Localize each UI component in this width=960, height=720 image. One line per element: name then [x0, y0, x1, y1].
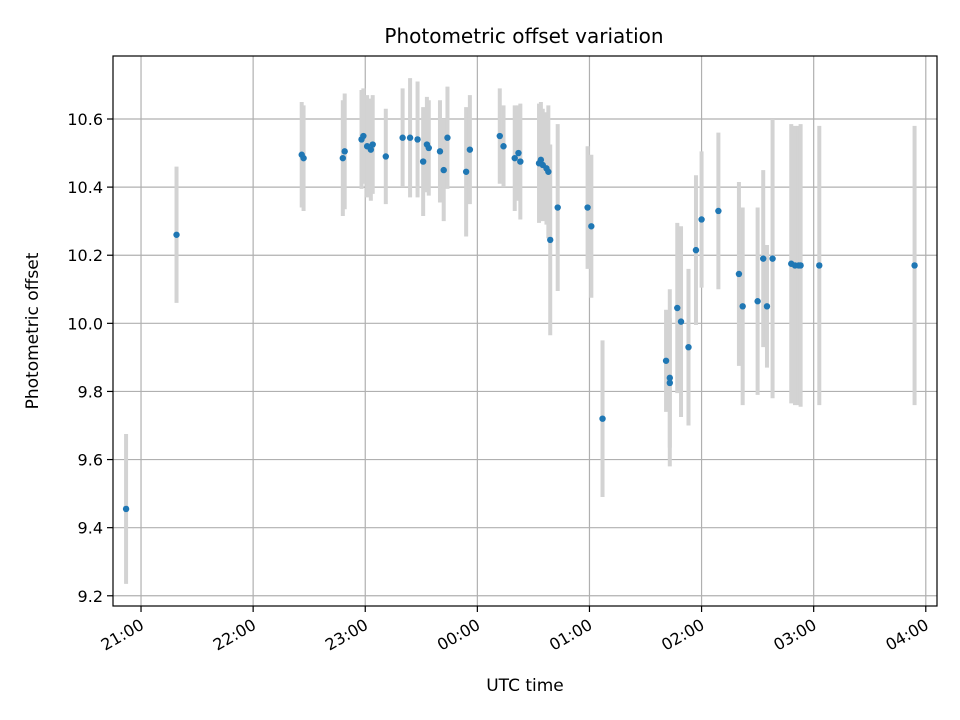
data-point	[763, 303, 771, 310]
data-point	[754, 298, 761, 305]
data-point	[677, 318, 685, 325]
data-point	[173, 231, 180, 238]
data-point	[500, 143, 507, 150]
data-point	[436, 148, 444, 155]
data-point	[360, 132, 367, 140]
data-points	[122, 132, 918, 513]
data-point	[339, 154, 347, 162]
data-point	[816, 262, 823, 269]
data-point	[122, 505, 130, 513]
data-point	[547, 236, 554, 244]
data-point	[692, 246, 700, 254]
data-point	[715, 207, 722, 215]
data-point	[698, 216, 705, 223]
y-tick-label: 10.2	[67, 246, 103, 265]
data-point	[425, 144, 432, 152]
data-point	[760, 255, 767, 262]
y-tick-label: 9.2	[78, 587, 103, 606]
y-tick-label: 10.0	[67, 314, 103, 333]
data-point	[440, 166, 447, 174]
data-point	[666, 379, 674, 387]
data-point	[367, 146, 375, 153]
data-point	[911, 262, 918, 269]
data-point	[545, 168, 552, 175]
y-tick-label: 9.6	[78, 451, 103, 470]
data-point	[414, 136, 421, 143]
data-point	[496, 132, 503, 140]
data-point	[382, 153, 389, 160]
y-axis-label: Photometric offset	[23, 252, 43, 409]
data-point	[515, 149, 522, 157]
y-axis-ticks: 9.2 9.4 9.6 9.8 10.0 10.2 10.4 10.6	[67, 110, 113, 606]
data-point	[739, 303, 746, 310]
y-tick-label: 10.4	[67, 178, 103, 197]
data-point	[517, 158, 524, 165]
data-point	[554, 204, 561, 211]
data-point	[537, 156, 545, 164]
data-point	[588, 223, 595, 230]
data-point	[300, 154, 307, 162]
plot-frame	[112, 55, 938, 607]
data-point	[399, 134, 406, 141]
data-point	[369, 141, 376, 148]
data-point	[511, 154, 518, 162]
data-point	[769, 255, 776, 262]
data-point	[444, 134, 451, 141]
chart-title: Photometric offset variation	[384, 24, 663, 48]
data-point	[685, 343, 692, 351]
data-point	[584, 204, 591, 211]
data-point	[341, 148, 348, 155]
data-point	[797, 262, 804, 269]
data-point	[662, 357, 670, 364]
data-point	[674, 304, 681, 312]
y-tick-label: 9.8	[78, 382, 103, 401]
data-point	[466, 146, 474, 153]
y-tick-label: 10.6	[67, 110, 103, 129]
data-point	[599, 415, 606, 422]
x-axis-label: UTC time	[486, 676, 564, 696]
data-point	[462, 168, 470, 175]
data-point	[406, 134, 414, 141]
data-point	[419, 158, 427, 165]
data-point	[666, 374, 674, 382]
y-tick-label: 9.4	[78, 519, 103, 538]
data-point	[735, 270, 743, 278]
